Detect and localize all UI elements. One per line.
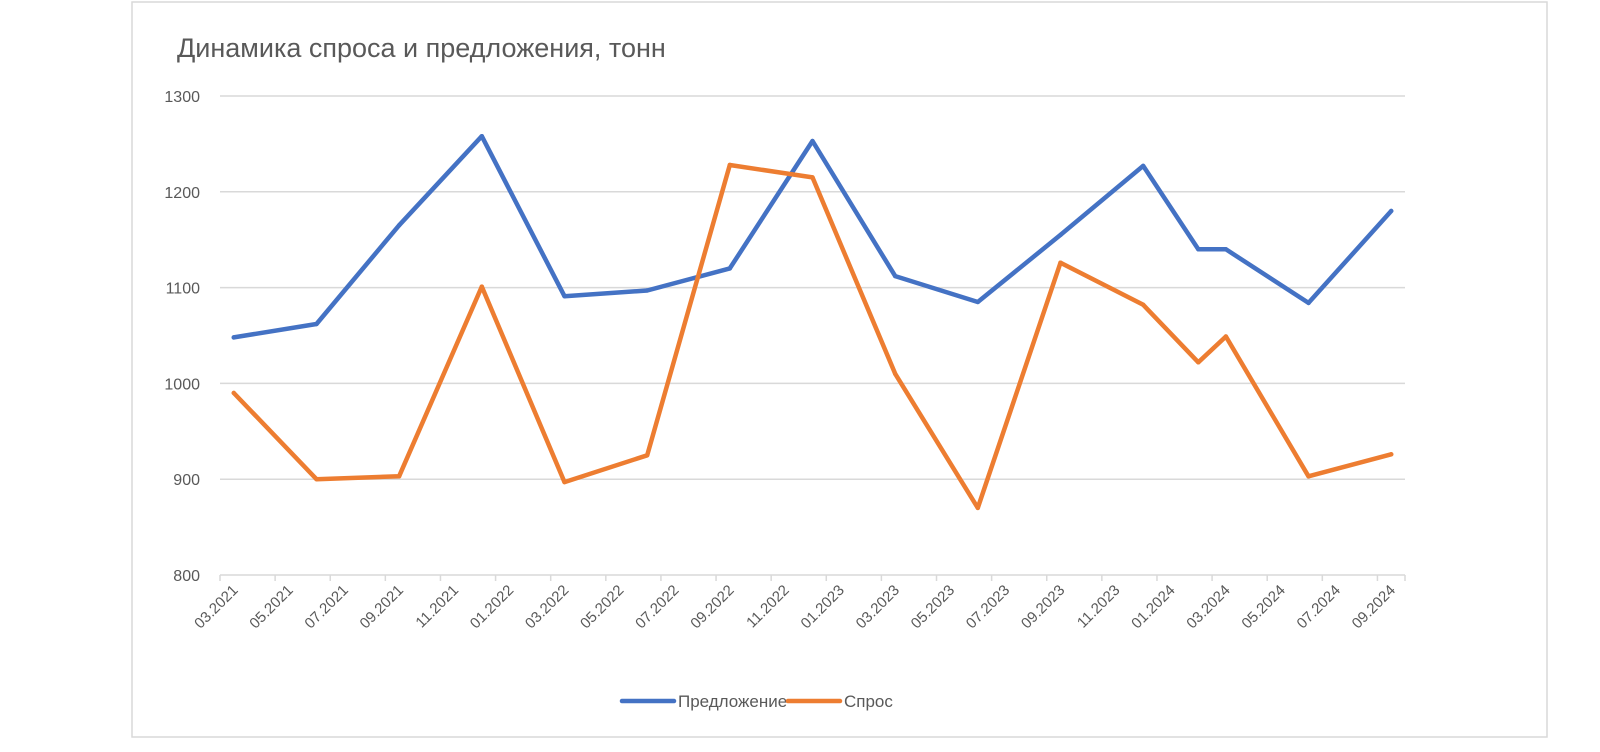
y-tick-label: 1000 bbox=[164, 376, 200, 393]
data-point bbox=[1196, 247, 1201, 252]
data-point bbox=[975, 505, 981, 511]
y-tick-label: 1300 bbox=[164, 89, 200, 106]
data-point bbox=[562, 479, 567, 485]
y-tick-label: 1100 bbox=[166, 281, 201, 298]
legend-label-2: Спрос bbox=[844, 692, 893, 711]
y-tick-label: 900 bbox=[173, 472, 200, 489]
data-point bbox=[810, 175, 815, 180]
y-tick-label: 800 bbox=[173, 568, 200, 585]
data-point bbox=[727, 162, 733, 168]
data-point bbox=[1140, 163, 1146, 169]
data-point bbox=[1306, 474, 1311, 479]
data-point bbox=[1058, 260, 1063, 265]
data-point bbox=[314, 321, 319, 327]
legend-label-1: Предложение bbox=[678, 692, 787, 711]
data-point bbox=[479, 284, 485, 289]
data-point bbox=[562, 294, 567, 299]
series-line-1 bbox=[231, 133, 1394, 340]
data-point bbox=[396, 223, 402, 228]
data-point bbox=[1306, 300, 1311, 306]
data-point bbox=[396, 474, 402, 479]
data-point bbox=[231, 335, 236, 340]
data-point bbox=[644, 288, 650, 293]
y-tick-label: 1200 bbox=[164, 185, 200, 202]
data-point bbox=[231, 390, 236, 396]
data-point bbox=[1223, 247, 1229, 252]
data-point bbox=[1140, 302, 1146, 308]
chart-title: Динамика спроса и предложения, тонн bbox=[177, 33, 666, 63]
data-point bbox=[892, 371, 898, 377]
data-point bbox=[1389, 208, 1394, 214]
data-point bbox=[1223, 334, 1229, 339]
chart-frame bbox=[131, 1, 1548, 738]
data-point bbox=[644, 453, 650, 458]
data-point bbox=[975, 299, 981, 305]
data-point bbox=[727, 266, 733, 271]
data-point bbox=[892, 273, 898, 279]
data-point bbox=[314, 477, 319, 482]
data-point bbox=[479, 134, 485, 139]
data-point bbox=[1058, 232, 1063, 238]
data-point bbox=[1196, 360, 1201, 365]
series-line-2 bbox=[231, 162, 1394, 511]
data-point bbox=[1389, 452, 1394, 457]
data-point bbox=[810, 138, 815, 144]
